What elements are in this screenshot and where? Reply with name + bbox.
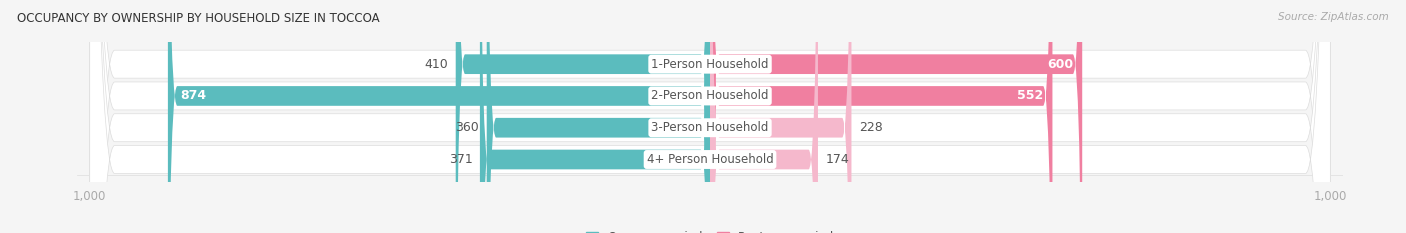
FancyBboxPatch shape (710, 0, 1083, 233)
Text: 4+ Person Household: 4+ Person Household (647, 153, 773, 166)
FancyBboxPatch shape (456, 0, 710, 233)
Text: 360: 360 (456, 121, 479, 134)
Text: 874: 874 (180, 89, 207, 103)
Text: 228: 228 (859, 121, 883, 134)
Text: OCCUPANCY BY OWNERSHIP BY HOUSEHOLD SIZE IN TOCCOA: OCCUPANCY BY OWNERSHIP BY HOUSEHOLD SIZE… (17, 12, 380, 25)
Text: 2-Person Household: 2-Person Household (651, 89, 769, 103)
FancyBboxPatch shape (710, 0, 852, 233)
Text: 600: 600 (1047, 58, 1073, 71)
Text: Source: ZipAtlas.com: Source: ZipAtlas.com (1278, 12, 1389, 22)
FancyBboxPatch shape (90, 0, 1330, 233)
FancyBboxPatch shape (167, 0, 710, 233)
Text: 552: 552 (1017, 89, 1043, 103)
FancyBboxPatch shape (710, 0, 818, 233)
Text: 410: 410 (425, 58, 449, 71)
FancyBboxPatch shape (90, 0, 1330, 233)
FancyBboxPatch shape (90, 0, 1330, 233)
Legend: Owner-occupied, Renter-occupied: Owner-occupied, Renter-occupied (581, 226, 839, 233)
FancyBboxPatch shape (479, 0, 710, 233)
Text: 371: 371 (449, 153, 472, 166)
FancyBboxPatch shape (486, 0, 710, 233)
Text: 1-Person Household: 1-Person Household (651, 58, 769, 71)
FancyBboxPatch shape (710, 0, 1053, 233)
Text: 3-Person Household: 3-Person Household (651, 121, 769, 134)
Text: 174: 174 (825, 153, 849, 166)
FancyBboxPatch shape (90, 0, 1330, 233)
